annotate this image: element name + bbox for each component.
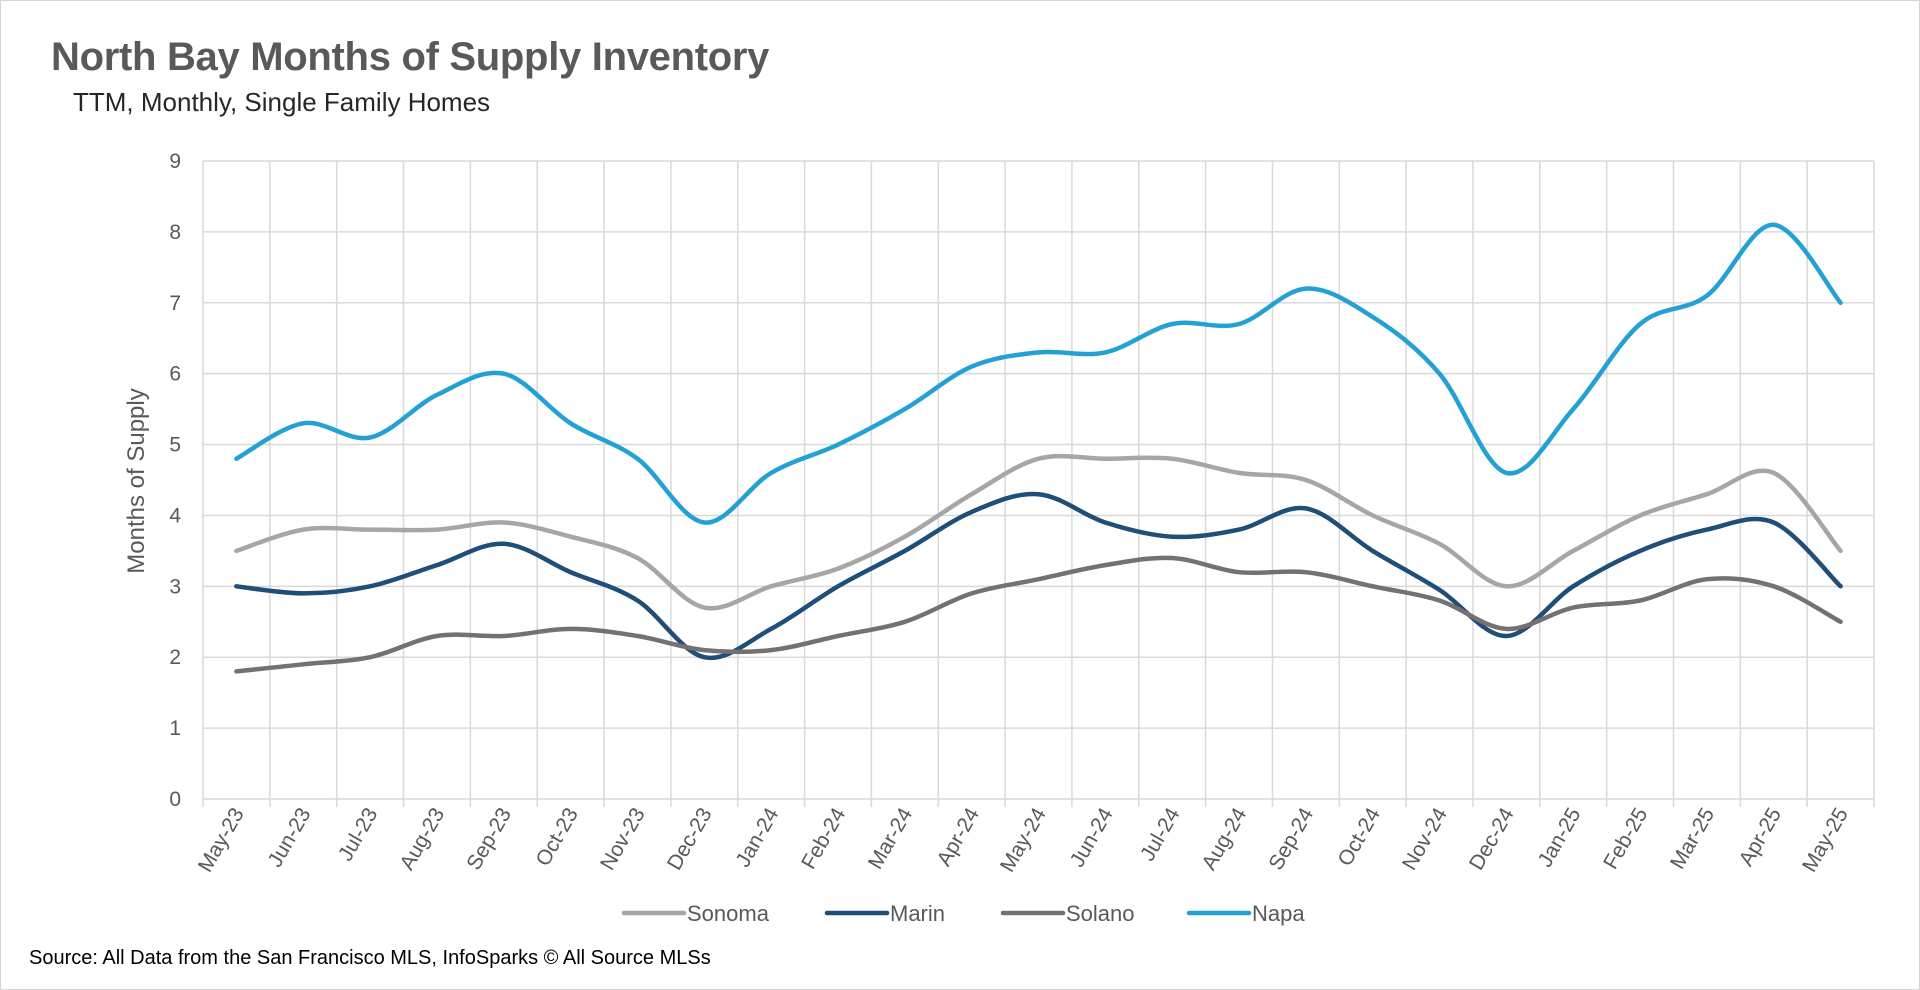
x-tick-label: Jan-25 [1534,804,1586,871]
x-tick-label: Aug-23 [395,804,449,874]
x-tick-label: Oct-24 [1334,804,1386,870]
x-tick-label: Jun-23 [264,804,316,871]
legend-label-marin: Marin [890,901,945,926]
y-tick-label: 4 [169,504,181,527]
y-tick-label: 7 [169,292,181,315]
y-tick-label: 0 [169,788,181,811]
legend-label-napa: Napa [1252,901,1305,926]
x-tick-label: Mar-25 [1666,804,1719,873]
series-line-napa [234,222,1843,525]
source-note: Source: All Data from the San Francisco … [29,947,711,969]
x-tick-label: Apr-24 [933,804,985,870]
x-axis-ticks: May-23 Jun-23 Jul-23 Aug-23 Sep-23 Oct-23 Nov-… [194,804,1853,876]
y-tick-label: 3 [169,575,181,598]
x-tick-label: Sep-23 [462,804,516,874]
x-tick-label: Feb-25 [1599,804,1652,873]
x-tick-label: May-25 [1798,804,1853,876]
y-tick-label: 2 [169,646,181,669]
legend-label-solano: Solano [1066,901,1135,926]
x-tick-label: Aug-24 [1198,804,1252,874]
y-tick-label: 6 [169,363,181,386]
x-tick-label: Nov-24 [1398,804,1452,874]
y-tick-label: 1 [169,717,181,740]
grid [202,160,1875,807]
legend-label-sonoma: Sonoma [687,901,770,926]
x-tick-label: Jul-24 [1136,804,1185,865]
y-tick-label: 5 [169,434,181,457]
x-tick-label: Dec-24 [1465,804,1519,874]
x-tick-label: Jun-24 [1066,804,1118,871]
series-lines [234,222,1843,674]
chart-title: North Bay Months of Supply Inventory [51,35,770,79]
y-axis-ticks: 0 1 2 3 4 5 6 7 8 9 [169,150,181,811]
x-tick-label: Feb-24 [797,804,850,873]
x-tick-label: Dec-23 [663,804,717,874]
x-tick-label: Nov-23 [596,804,650,874]
x-tick-label: Apr-25 [1735,804,1786,870]
chart-subtitle: TTM, Monthly, Single Family Homes [73,87,491,117]
series-line-sonoma [234,453,1843,611]
y-tick-label: 9 [169,150,181,173]
x-tick-label: May-23 [194,804,249,876]
x-tick-label: Jul-23 [334,804,383,865]
series-line-solano [234,555,1843,674]
y-axis-title: Months of Supply [123,388,150,573]
x-tick-label: Mar-24 [864,804,917,873]
x-tick-label: May-24 [996,804,1051,876]
x-tick-label: Sep-24 [1264,804,1318,874]
series-line-marin [234,491,1843,661]
y-tick-label: 8 [169,221,181,244]
x-tick-label: Oct-23 [532,804,583,870]
legend: Sonoma Marin Solano Napa [621,901,1305,926]
x-tick-label: Jan-24 [731,804,783,871]
